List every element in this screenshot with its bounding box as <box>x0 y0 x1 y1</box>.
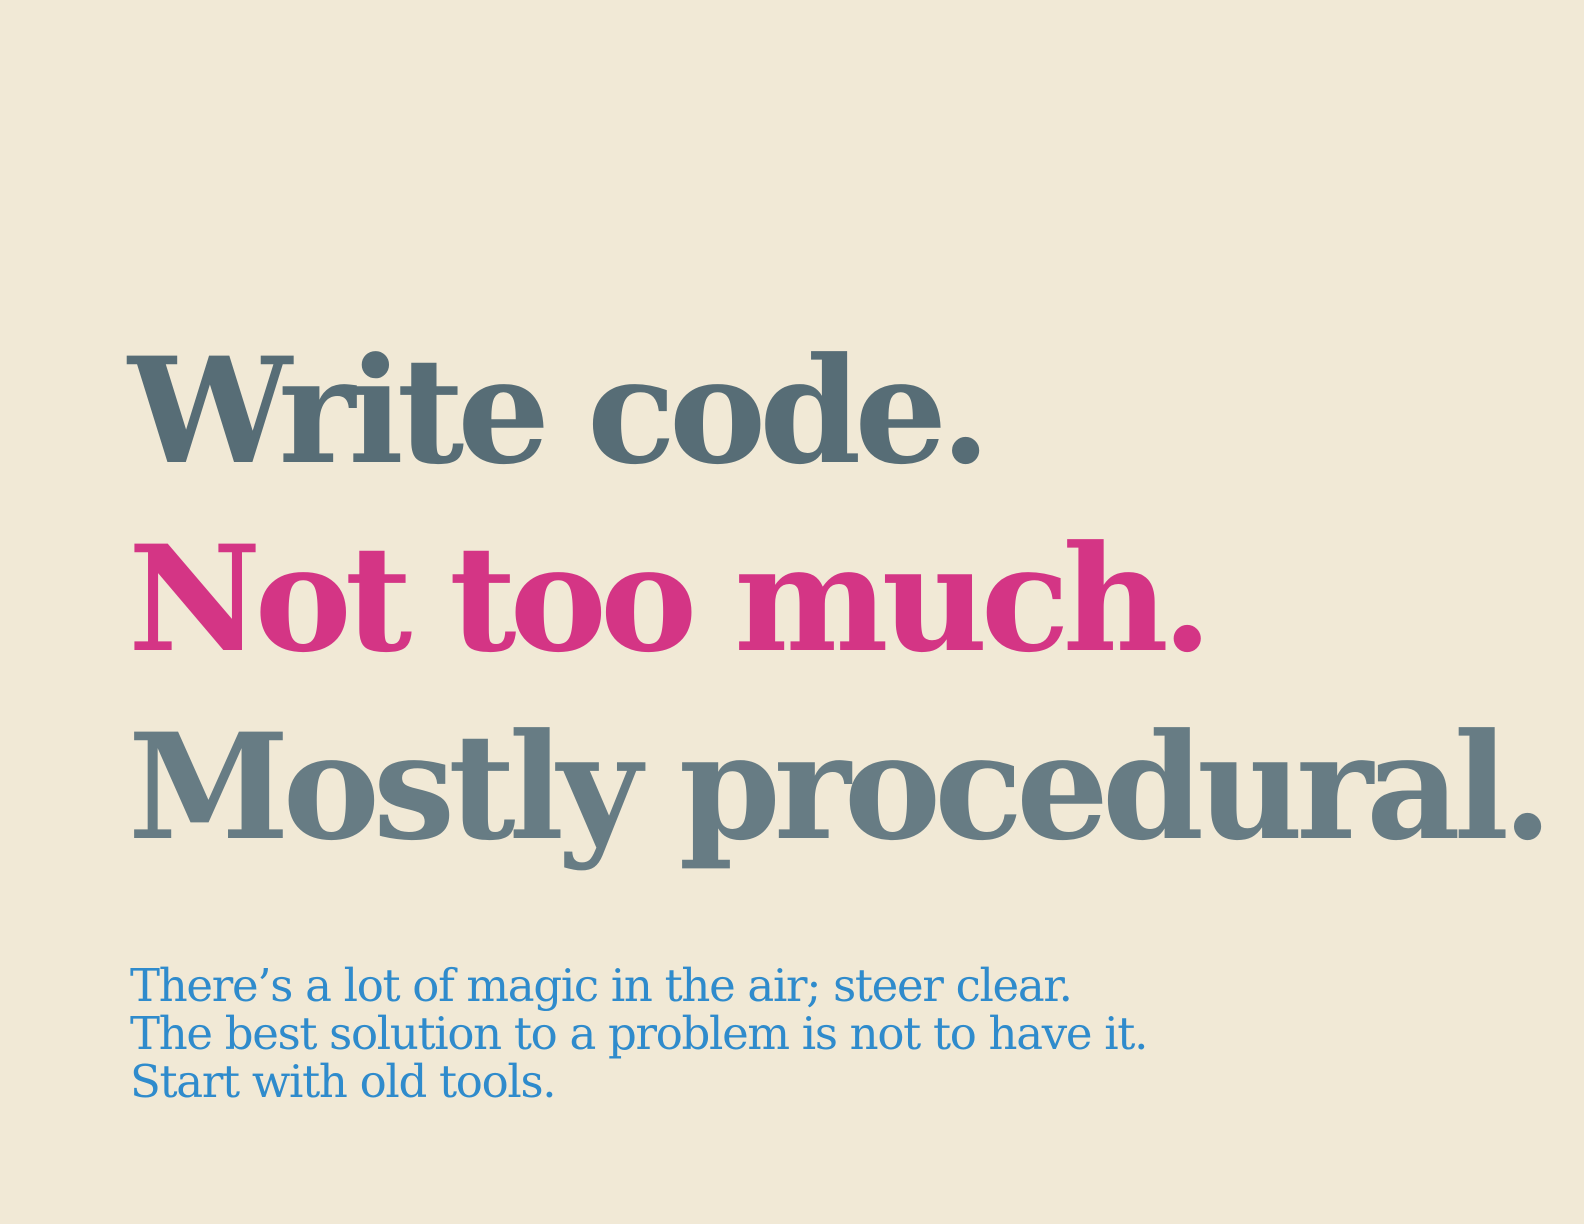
subtext-line-old-tools: Start with old tools. <box>130 1055 557 1108</box>
subtext: There’s a lot of magic in the air; steer… <box>130 962 1430 1106</box>
headline: Write code. Not too much. Mostly procedu… <box>128 318 1553 882</box>
subtext-line-magic: There’s a lot of magic in the air; steer… <box>130 959 1073 1012</box>
headline-line-write-code: Write code. <box>128 326 991 497</box>
headline-line-not-too-much: Not too much. <box>128 514 1213 685</box>
headline-line-mostly-procedural: Mostly procedural. <box>128 702 1553 873</box>
subtext-line-best-solution: The best solution to a problem is not to… <box>130 1007 1148 1060</box>
